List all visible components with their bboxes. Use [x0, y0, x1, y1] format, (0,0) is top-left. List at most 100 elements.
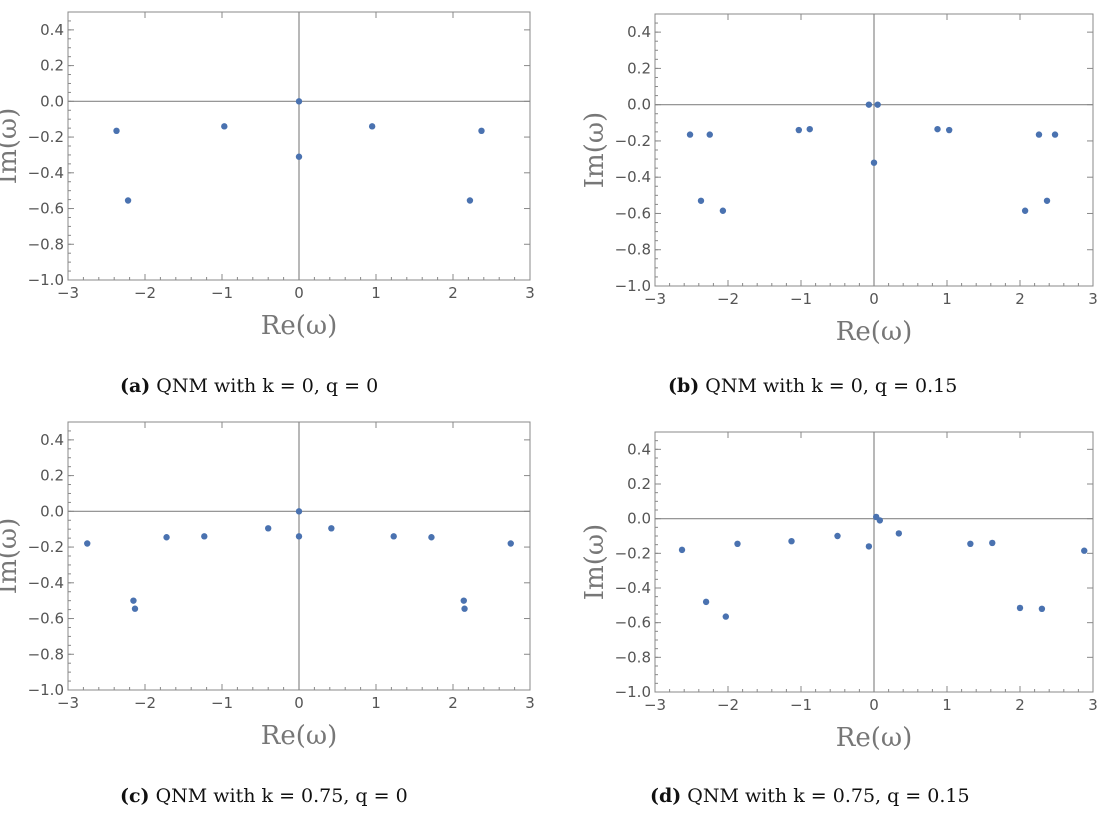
data-point	[131, 605, 139, 612]
scatter-chart-c: −3 −2 −1 0 1 2 3 −1.0 −0.8 −0.6 −0.4 −0.2 0.0 0.2 0.4 R…	[0, 421, 535, 751]
data-point	[1051, 131, 1059, 138]
data-point	[967, 540, 974, 547]
x-tick-label: 2	[1015, 290, 1025, 308]
data-point	[1021, 207, 1029, 214]
x-tick-label: −3	[644, 696, 666, 714]
caption-label-c: (c)	[120, 785, 150, 807]
data-point	[870, 159, 878, 166]
data-point	[702, 598, 710, 606]
data-point	[201, 533, 208, 540]
caption-text-b: QNM with k = 0, q = 0.15	[705, 375, 958, 397]
data-point	[734, 540, 741, 547]
x-axis-title: Re(ω)	[836, 723, 912, 753]
data-point	[84, 540, 91, 547]
y-tick-label: −0.6	[28, 610, 64, 628]
data-point	[1035, 131, 1043, 138]
caption-a: (a) QNM with k = 0, q = 0	[120, 375, 378, 397]
data-point	[678, 546, 686, 554]
data-point	[788, 538, 795, 545]
x-axis-title: Re(ω)	[261, 721, 337, 751]
y-tick-label: 0.4	[627, 23, 651, 41]
y-tick-label: −0.2	[615, 544, 651, 562]
data-point	[1038, 605, 1046, 612]
data-point	[806, 125, 813, 133]
data-point	[295, 533, 303, 540]
y-tick-label: −0.8	[615, 648, 651, 666]
caption-b: (b) QNM with k = 0, q = 0.15	[668, 375, 957, 397]
y-axis-title: Im(ω)	[580, 112, 610, 188]
data-point	[865, 543, 873, 550]
data-point	[719, 207, 727, 214]
x-axis-title: Re(ω)	[261, 311, 337, 341]
x-tick-label: 1	[371, 284, 381, 302]
data-point	[295, 153, 303, 160]
y-tick-label: −0.2	[28, 128, 64, 146]
x-tick-label: 2	[1015, 696, 1025, 714]
y-tick-label: −0.4	[615, 168, 651, 186]
x-tick-label: 0	[869, 696, 879, 714]
chart-panel-b: −3 −2 −1 0 1 2 3 −1.0 −0.8 −0.6 −0.4 −0.2 0.0 0.2 0.4 R…	[555, 0, 1101, 370]
x-tick-label: −1	[790, 696, 812, 714]
x-tick-label: 0	[869, 290, 879, 308]
data-point	[1016, 604, 1024, 612]
x-tick-label: 0	[294, 284, 304, 302]
data-point	[130, 597, 137, 604]
data-point	[865, 101, 873, 108]
x-tick-label: 0	[294, 694, 304, 712]
data-point	[686, 131, 694, 138]
data-point	[706, 131, 713, 138]
data-point	[221, 123, 228, 130]
y-tick-label: 0.2	[627, 59, 651, 77]
data-point	[478, 127, 485, 135]
caption-d: (d) QNM with k = 0.75, q = 0.15	[650, 785, 970, 807]
data-point	[934, 125, 941, 133]
y-tick-label: −0.6	[28, 200, 64, 218]
scatter-chart-d: −3 −2 −1 0 1 2 3 −1.0 −0.8 −0.6 −0.4 −0.2 0.0 0.2 0.4 R…	[580, 431, 1098, 753]
data-point	[722, 613, 730, 620]
caption-c: (c) QNM with k = 0.75, q = 0	[120, 785, 408, 807]
data-point	[895, 530, 903, 537]
data-point	[295, 98, 303, 105]
y-tick-label: −0.6	[615, 614, 651, 632]
data-point	[874, 101, 881, 108]
caption-label-b: (b)	[668, 375, 700, 397]
data-point	[461, 605, 468, 612]
x-tick-label: −2	[134, 284, 156, 302]
data-point	[265, 525, 272, 532]
data-point	[697, 197, 705, 204]
data-point	[113, 127, 120, 135]
x-tick-label: 3	[525, 284, 535, 302]
y-tick-label: 0.4	[627, 440, 651, 458]
caption-text-c: QNM with k = 0.75, q = 0	[155, 785, 408, 807]
y-tick-label: −0.8	[28, 235, 64, 253]
data-point	[460, 597, 467, 604]
y-tick-label: 0.2	[40, 467, 64, 485]
caption-text-a: QNM with k = 0, q = 0	[156, 375, 379, 397]
x-tick-label: −1	[211, 284, 233, 302]
x-tick-label: 3	[1088, 696, 1098, 714]
data-point	[876, 517, 884, 524]
x-tick-label: −2	[717, 290, 739, 308]
caption-text-d: QNM with k = 0.75, q = 0.15	[687, 785, 970, 807]
data-point	[328, 525, 335, 532]
x-tick-label: 2	[448, 284, 458, 302]
y-tick-label: 0.2	[627, 475, 651, 493]
y-tick-label: 0.0	[627, 510, 651, 528]
y-tick-label: 0.2	[40, 57, 64, 75]
y-axis-title: Im(ω)	[0, 518, 23, 594]
y-tick-label: −1.0	[28, 681, 64, 699]
caption-label-d: (d)	[650, 785, 682, 807]
y-tick-label: 0.0	[627, 96, 651, 114]
y-tick-label: 0.4	[40, 21, 64, 39]
data-point	[989, 539, 996, 547]
x-tick-label: 1	[371, 694, 381, 712]
data-point	[795, 126, 803, 134]
data-point	[834, 532, 841, 540]
data-point	[1043, 197, 1051, 204]
x-tick-label: 1	[942, 696, 952, 714]
chart-panel-a: −3 −2 −1 0 1 2 3 −1.0 −0.8 −0.6 −0.4 −0.2 0.0 0.2 0.4 R…	[0, 0, 540, 370]
y-tick-label: −0.4	[28, 574, 64, 592]
y-axis-title: Im(ω)	[0, 108, 23, 184]
y-tick-label: −0.8	[615, 241, 651, 259]
data-point	[368, 123, 376, 130]
